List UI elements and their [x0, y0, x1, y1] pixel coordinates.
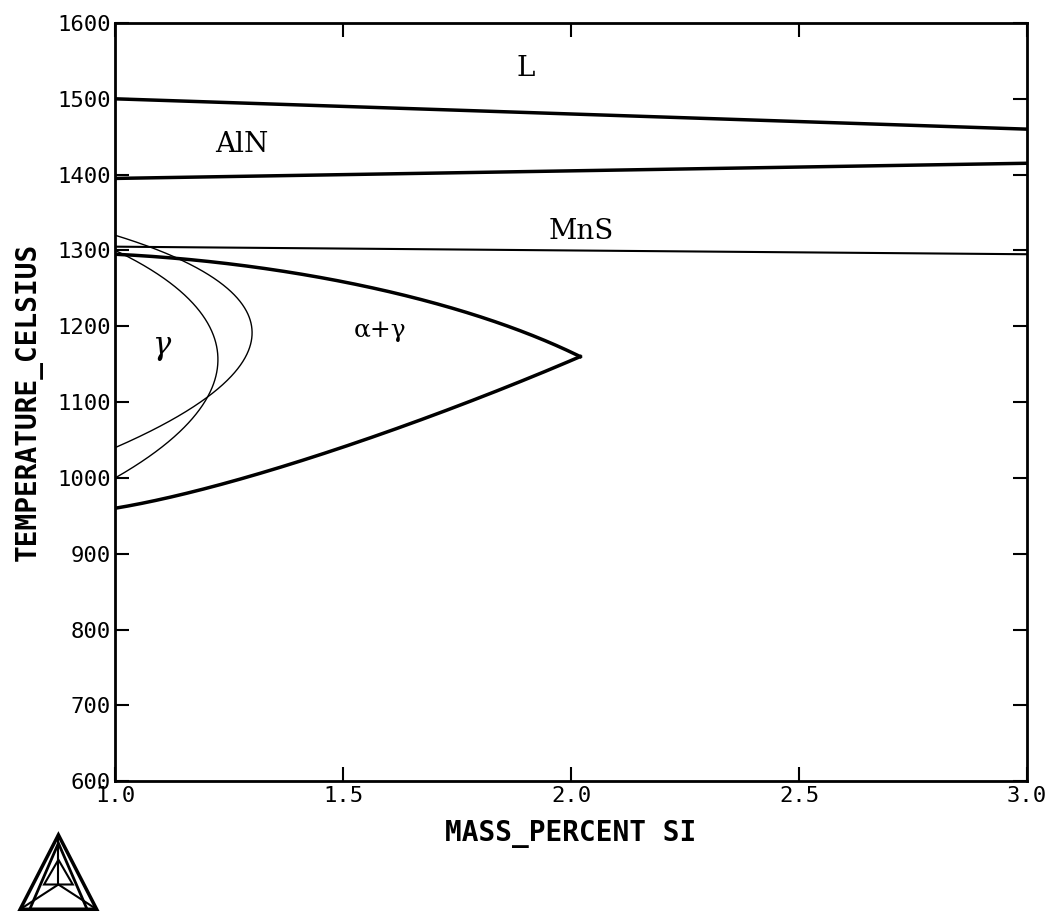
X-axis label: MASS_PERCENT SI: MASS_PERCENT SI: [445, 820, 697, 848]
Text: γ: γ: [152, 330, 170, 361]
Y-axis label: TEMPERATURE_CELSIUS: TEMPERATURE_CELSIUS: [15, 243, 42, 561]
Text: MnS: MnS: [548, 218, 614, 245]
Text: AlN: AlN: [216, 130, 269, 158]
Text: L: L: [516, 55, 534, 82]
Text: α+γ: α+γ: [354, 319, 406, 341]
